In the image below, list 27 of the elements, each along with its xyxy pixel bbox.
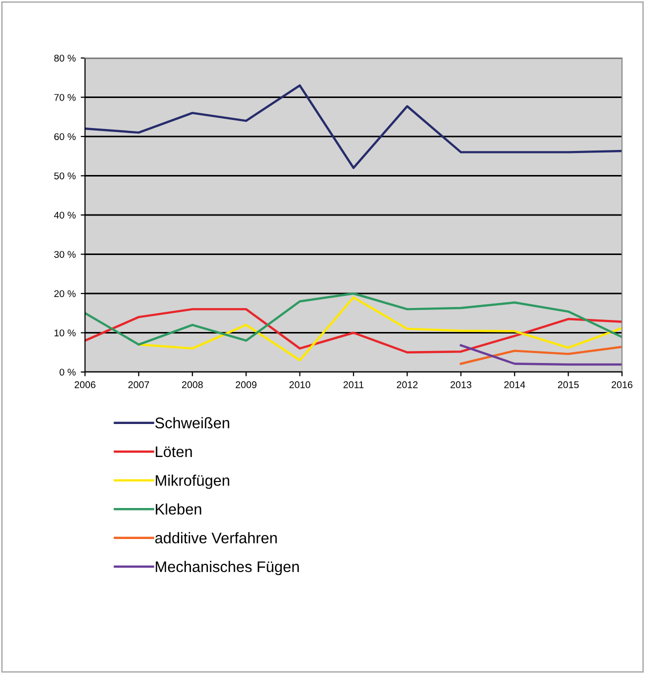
y-tick-label: 40 % xyxy=(54,212,76,219)
y-tick-label: 70 % xyxy=(54,94,76,101)
x-tick-label: 2015 xyxy=(558,381,579,388)
x-tick-label: 2006 xyxy=(74,381,96,388)
y-tick-label: 80 % xyxy=(54,54,76,62)
x-tick-label: 2011 xyxy=(344,381,364,388)
legend-label: additive Verfahren xyxy=(155,532,277,544)
legend-label: Mechanisches Fügen xyxy=(156,560,299,576)
x-tick-label: 2016 xyxy=(612,381,632,388)
y-tick-label: 60 % xyxy=(54,133,76,140)
legend-label: Schweißen xyxy=(155,417,230,428)
x-tick-label: 2007 xyxy=(128,381,150,388)
x-tick-label: 2008 xyxy=(182,381,203,388)
x-tick-label: 2014 xyxy=(504,381,526,388)
x-tick-label: 2012 xyxy=(396,381,418,388)
y-tick-label: 0 % xyxy=(60,368,76,376)
legend-label: Kleben xyxy=(156,503,202,515)
x-tick-label: 2010 xyxy=(289,381,310,388)
legend-label: Mikrofügen xyxy=(156,474,230,489)
y-tick-label: 30 % xyxy=(54,250,76,258)
legend-label: Löten xyxy=(156,446,192,458)
y-tick-label: 20 % xyxy=(54,290,76,298)
line-series xyxy=(138,296,622,362)
y-tick-label: 50 % xyxy=(54,172,76,180)
x-tick-label: 2009 xyxy=(236,381,256,388)
x-tick-label: 2013 xyxy=(450,381,472,388)
y-tick-label: 10 % xyxy=(54,329,76,336)
